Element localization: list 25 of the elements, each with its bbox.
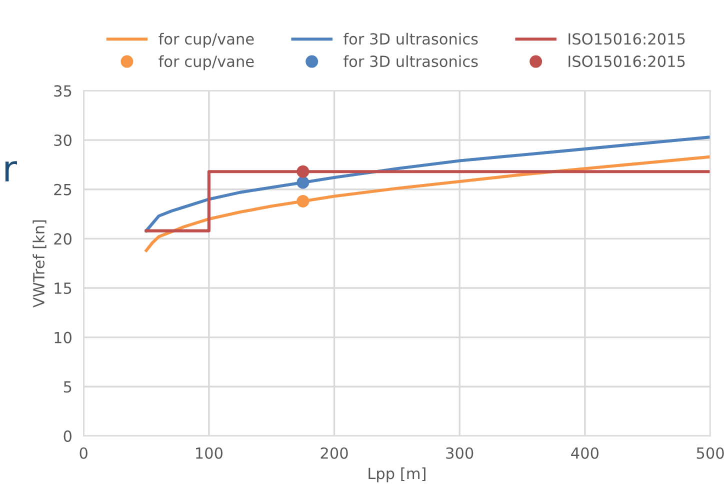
x-axis-title: Lpp [m]	[368, 467, 426, 482]
y-tick-label: 30	[54, 134, 72, 146]
line-series	[144, 155, 710, 252]
line-series	[144, 136, 710, 232]
legend-label: for cup/vane	[158, 55, 254, 70]
y-tick-label: 25	[54, 184, 72, 196]
legend-label: ISO15016:2015	[568, 33, 685, 45]
text: r	[5, 161, 18, 182]
y-tick-label: 15	[54, 282, 72, 294]
x-tick-label: 100	[196, 447, 223, 459]
legend-label: ISO15016:2015	[568, 56, 685, 68]
legend-label: for 3D ultrasonics	[344, 55, 478, 68]
y-tick-label: 20	[54, 233, 72, 245]
y-tick-label: 35	[54, 85, 72, 97]
legend-label: for 3D ultrasonics	[344, 32, 478, 45]
x-tick-label: 500	[696, 447, 724, 459]
x-tick-label: 0	[80, 447, 88, 459]
x-tick-label: 300	[446, 447, 474, 459]
y-tick-label: 0	[64, 430, 72, 442]
y-tick-label: 5	[64, 381, 72, 393]
x-tick-label: 200	[320, 447, 348, 459]
y-tick-label: 10	[54, 332, 72, 344]
y-axis-title: VWTref [kn]	[32, 220, 46, 308]
x-tick-label: 400	[571, 447, 599, 459]
legend-label: for cup/vane	[158, 32, 254, 48]
